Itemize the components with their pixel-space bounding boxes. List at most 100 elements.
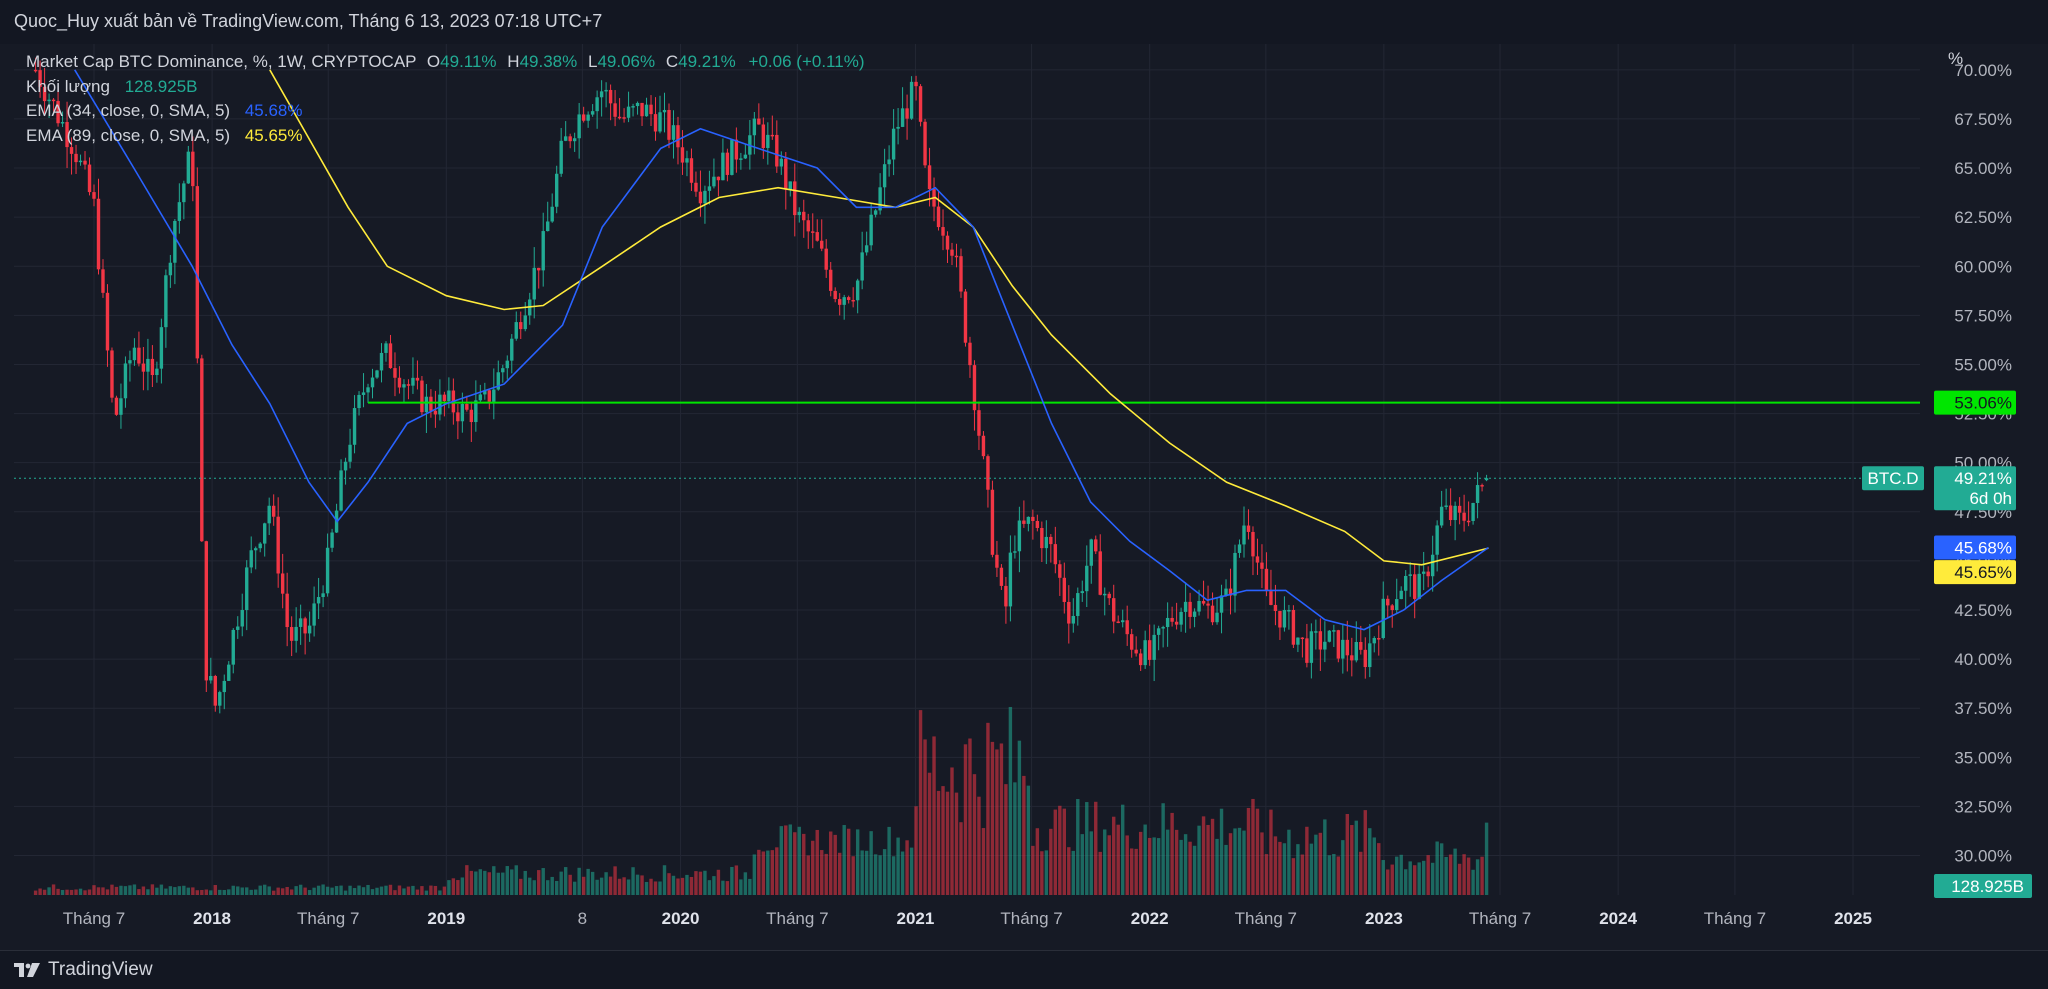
chart-grid bbox=[14, 44, 1920, 895]
volume-bar bbox=[887, 826, 891, 895]
candle-body bbox=[1314, 631, 1318, 633]
candle-body bbox=[249, 550, 253, 568]
level-badge-bg bbox=[1934, 390, 2016, 415]
volume-bar bbox=[864, 850, 869, 895]
candle-body bbox=[420, 380, 424, 413]
volume-bar bbox=[1067, 847, 1071, 895]
level-badge-text: 53.06% bbox=[1954, 394, 2012, 413]
y-tick-label: 62.50% bbox=[1954, 208, 2012, 227]
candle-body bbox=[465, 404, 469, 410]
candle-body bbox=[1395, 599, 1399, 611]
volume-bar bbox=[254, 889, 258, 895]
volume-bar bbox=[1161, 803, 1165, 895]
volume-bar bbox=[406, 886, 411, 895]
volume-bar bbox=[586, 868, 590, 895]
volume-bar bbox=[981, 828, 986, 895]
x-tick-label: Tháng 7 bbox=[1235, 909, 1297, 928]
candle-body bbox=[1076, 593, 1080, 616]
volume-bars bbox=[33, 706, 1489, 895]
candle-body bbox=[1179, 611, 1183, 625]
volume-bar bbox=[734, 865, 739, 895]
time-axis[interactable]: Tháng 7 2018 Tháng 7 2019 8 2020 Tháng 7 2021 Th… bbox=[63, 909, 1872, 928]
candle-body bbox=[101, 269, 105, 293]
candle-body bbox=[721, 152, 725, 181]
candle-body bbox=[69, 147, 74, 154]
candle-body bbox=[366, 387, 370, 393]
volume-bar bbox=[487, 872, 492, 895]
candle-body bbox=[1412, 574, 1417, 599]
volume-bar bbox=[218, 889, 222, 895]
candle-body bbox=[474, 400, 478, 423]
volume-bar bbox=[1363, 810, 1367, 895]
candle-body bbox=[1332, 630, 1336, 632]
candle-body bbox=[1242, 525, 1246, 545]
candle-body bbox=[1404, 575, 1408, 591]
candle-body bbox=[357, 394, 361, 409]
volume-bar bbox=[1390, 864, 1394, 895]
candle-body bbox=[1107, 593, 1111, 599]
volume-bar bbox=[1013, 782, 1017, 895]
volume-bar bbox=[209, 890, 213, 895]
volume-bar bbox=[465, 865, 469, 895]
candle-body bbox=[954, 255, 959, 258]
candle-body bbox=[87, 164, 92, 193]
candle-body bbox=[846, 297, 851, 300]
volume-bar bbox=[307, 890, 312, 895]
candle-body bbox=[379, 352, 384, 371]
candle-body bbox=[195, 186, 200, 359]
candle-body bbox=[811, 231, 815, 233]
candle-body bbox=[289, 627, 294, 641]
candle-body bbox=[689, 158, 694, 183]
volume-bar bbox=[905, 840, 909, 895]
candle-body bbox=[757, 118, 761, 125]
brand-logo[interactable]: TradingView bbox=[14, 959, 153, 981]
candle-body bbox=[842, 297, 846, 305]
candle-body bbox=[38, 70, 42, 87]
volume-bar bbox=[788, 824, 792, 895]
ema-34-badge-text: 45.68% bbox=[1954, 539, 2012, 558]
volume-bar bbox=[258, 885, 262, 895]
volume-bar bbox=[1439, 843, 1444, 895]
chart-canvas[interactable]: 30.00%32.50%35.00%37.50%40.00%42.50%45.0… bbox=[0, 44, 2048, 950]
volume-bar bbox=[1215, 838, 1219, 895]
volume-bar bbox=[923, 739, 927, 895]
candle-body bbox=[1161, 627, 1165, 629]
candle-body bbox=[236, 626, 240, 630]
volume-bar bbox=[797, 826, 801, 895]
candle-body bbox=[761, 124, 766, 148]
candle-body bbox=[775, 134, 779, 167]
volume-bar bbox=[837, 852, 842, 895]
candle-body bbox=[406, 384, 411, 386]
volume-bar bbox=[761, 851, 766, 895]
volume-bar bbox=[1237, 827, 1242, 895]
candle-body bbox=[743, 154, 748, 159]
candle-body bbox=[1246, 525, 1251, 532]
candle-body bbox=[496, 372, 500, 390]
y-tick-label: 35.00% bbox=[1954, 748, 2012, 767]
volume-bar bbox=[155, 887, 159, 895]
volume-bar bbox=[1327, 855, 1332, 895]
candle-body bbox=[339, 470, 343, 511]
candle-body bbox=[276, 516, 280, 574]
candle-body bbox=[1174, 621, 1179, 625]
volume-bar bbox=[1156, 838, 1161, 895]
countdown-text: 6d 0h bbox=[1969, 489, 2012, 508]
volume-bar bbox=[375, 887, 379, 895]
volume-bar bbox=[784, 825, 788, 895]
candle-body bbox=[1453, 505, 1457, 521]
volume-bar bbox=[954, 792, 959, 895]
candle-body bbox=[820, 240, 824, 249]
volume-bar bbox=[1448, 854, 1453, 895]
volume-bar bbox=[1206, 824, 1210, 895]
volume-bar bbox=[289, 889, 294, 895]
candle-body bbox=[1430, 554, 1435, 577]
volume-bar bbox=[141, 886, 146, 895]
volume-bar bbox=[878, 855, 882, 895]
candle-body bbox=[887, 159, 891, 165]
volume-bar bbox=[999, 743, 1004, 895]
volume-bar bbox=[1049, 828, 1053, 895]
volume-bar bbox=[1264, 854, 1269, 895]
volume-bar bbox=[846, 828, 851, 895]
volume-bar bbox=[510, 869, 514, 895]
candle-body bbox=[370, 377, 375, 388]
